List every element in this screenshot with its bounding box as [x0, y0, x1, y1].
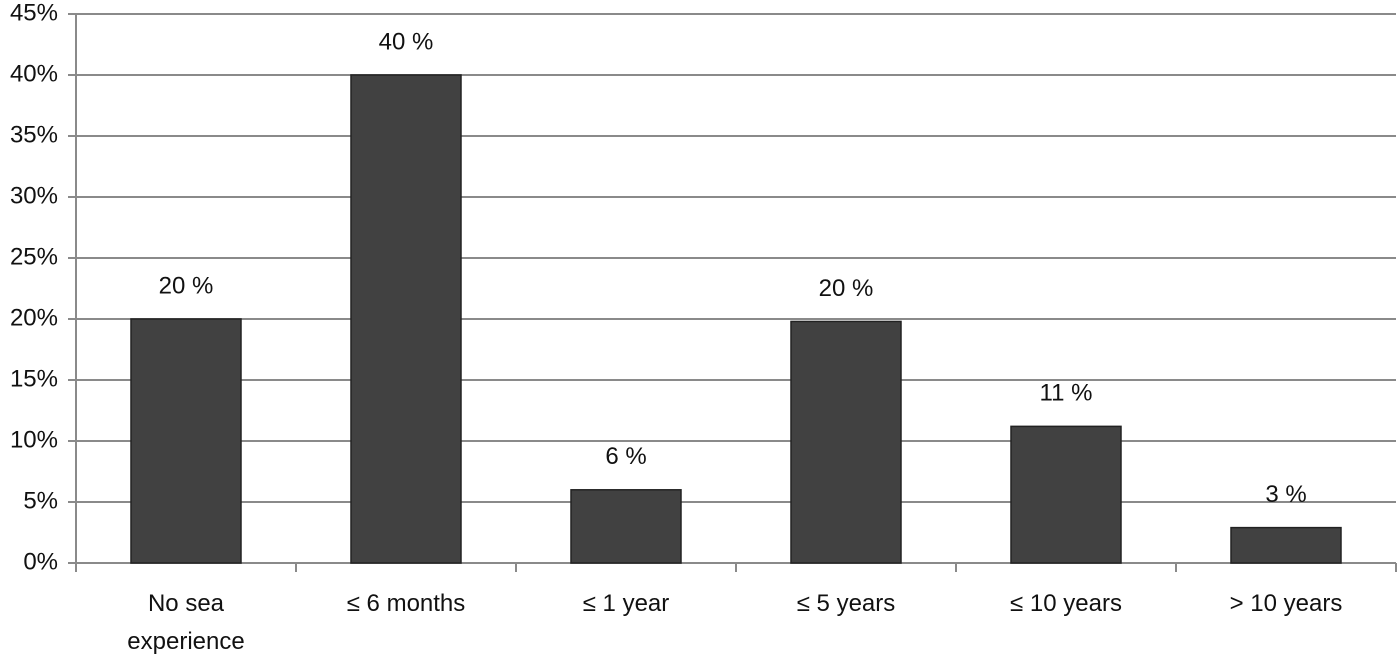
bar	[1010, 425, 1122, 564]
bar	[130, 318, 242, 564]
y-tick-label: 35%	[10, 121, 58, 148]
y-tick-label: 25%	[10, 243, 58, 270]
x-tick-label: ≤ 6 months	[346, 590, 466, 617]
bar	[790, 320, 902, 564]
y-tick-label: 30%	[10, 182, 58, 209]
value-label: 6 %	[605, 443, 646, 470]
y-tick-label: 0%	[23, 548, 58, 575]
value-label: 40 %	[379, 28, 434, 55]
bar	[1230, 526, 1342, 564]
y-tick-label: 15%	[10, 365, 58, 392]
y-tick-label: 20%	[10, 304, 58, 331]
value-label: 20 %	[819, 275, 874, 302]
value-label: 11 %	[1040, 380, 1093, 407]
x-tick-label: > 10 years	[1229, 590, 1343, 617]
y-tick-label: 10%	[10, 426, 58, 453]
x-tick-label: ≤ 1 year	[582, 590, 670, 617]
x-tick-label: ≤ 5 years	[796, 590, 896, 617]
bar	[350, 74, 462, 564]
value-label: 3 %	[1265, 481, 1306, 508]
x-tick-label: ≤ 10 years	[1010, 590, 1122, 617]
x-tick-label: No sea experience	[127, 590, 245, 655]
bar	[570, 489, 682, 564]
y-tick-label: 45%	[10, 0, 58, 26]
value-label: 20 %	[159, 272, 214, 299]
y-tick-label: 5%	[23, 487, 58, 514]
y-tick-label: 40%	[10, 60, 58, 87]
